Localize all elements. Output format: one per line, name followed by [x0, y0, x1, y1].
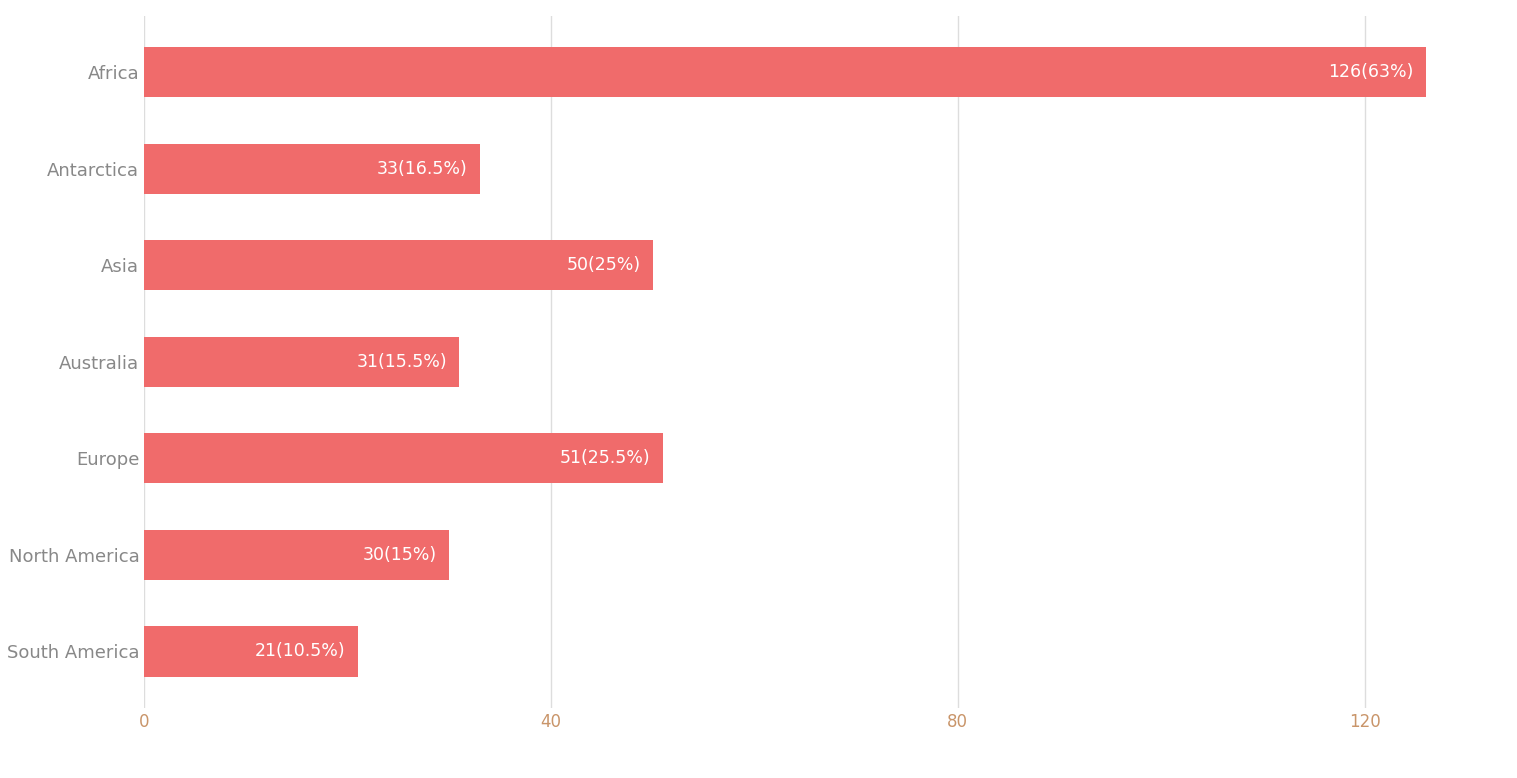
Bar [144, 240, 652, 290]
Text: 126(63%): 126(63%) [1327, 63, 1414, 81]
Text: 51(25.5%): 51(25.5%) [560, 450, 651, 468]
Bar [144, 530, 449, 580]
Text: 21(10.5%): 21(10.5%) [255, 643, 346, 661]
Text: 33(16.5%): 33(16.5%) [376, 159, 467, 177]
Bar [144, 433, 663, 483]
Bar [144, 626, 358, 677]
Bar [144, 47, 1426, 97]
Bar [144, 337, 460, 387]
Bar [144, 144, 479, 194]
Text: 30(15%): 30(15%) [363, 546, 437, 564]
Text: 50(25%): 50(25%) [566, 256, 640, 274]
Text: 31(15.5%): 31(15.5%) [356, 352, 448, 371]
